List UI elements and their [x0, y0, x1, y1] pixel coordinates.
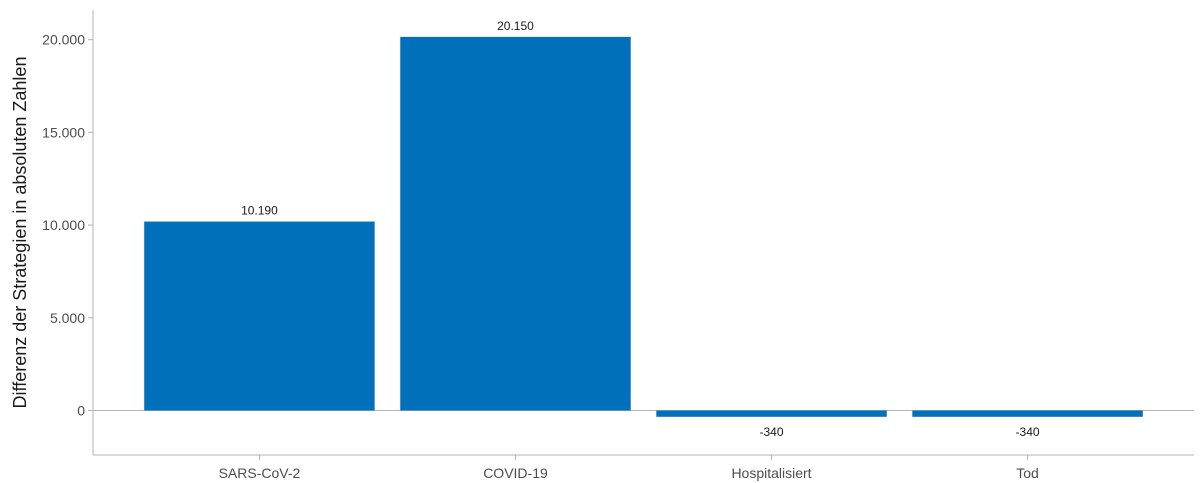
y-tick-label: 20.000 — [42, 32, 85, 48]
bars-layer — [144, 36, 1143, 417]
bar — [656, 410, 887, 417]
y-tick-label: 15.000 — [42, 124, 85, 140]
bar-value-label: 20.150 — [497, 19, 534, 33]
bar — [912, 410, 1143, 417]
bar — [144, 221, 375, 411]
bar-value-label: 10.190 — [241, 204, 278, 218]
bar-value-label: -340 — [760, 425, 784, 439]
x-tick-label: SARS-CoV-2 — [219, 465, 301, 481]
x-tick-label: Hospitalisiert — [731, 465, 811, 481]
labels-layer: 10.190 20.150 -340 -340 — [241, 19, 1040, 439]
x-tick-label: Tod — [1016, 465, 1039, 481]
y-tick-label: 5.000 — [50, 310, 85, 326]
x-tick-label: COVID-19 — [483, 465, 548, 481]
y-tick-label: 0 — [77, 403, 85, 419]
y-axis-title: Differenz der Strategien in absoluten Za… — [10, 57, 30, 409]
y-tick-label: 10.000 — [42, 217, 85, 233]
bar — [400, 36, 631, 411]
bar-value-label: -340 — [1016, 425, 1040, 439]
